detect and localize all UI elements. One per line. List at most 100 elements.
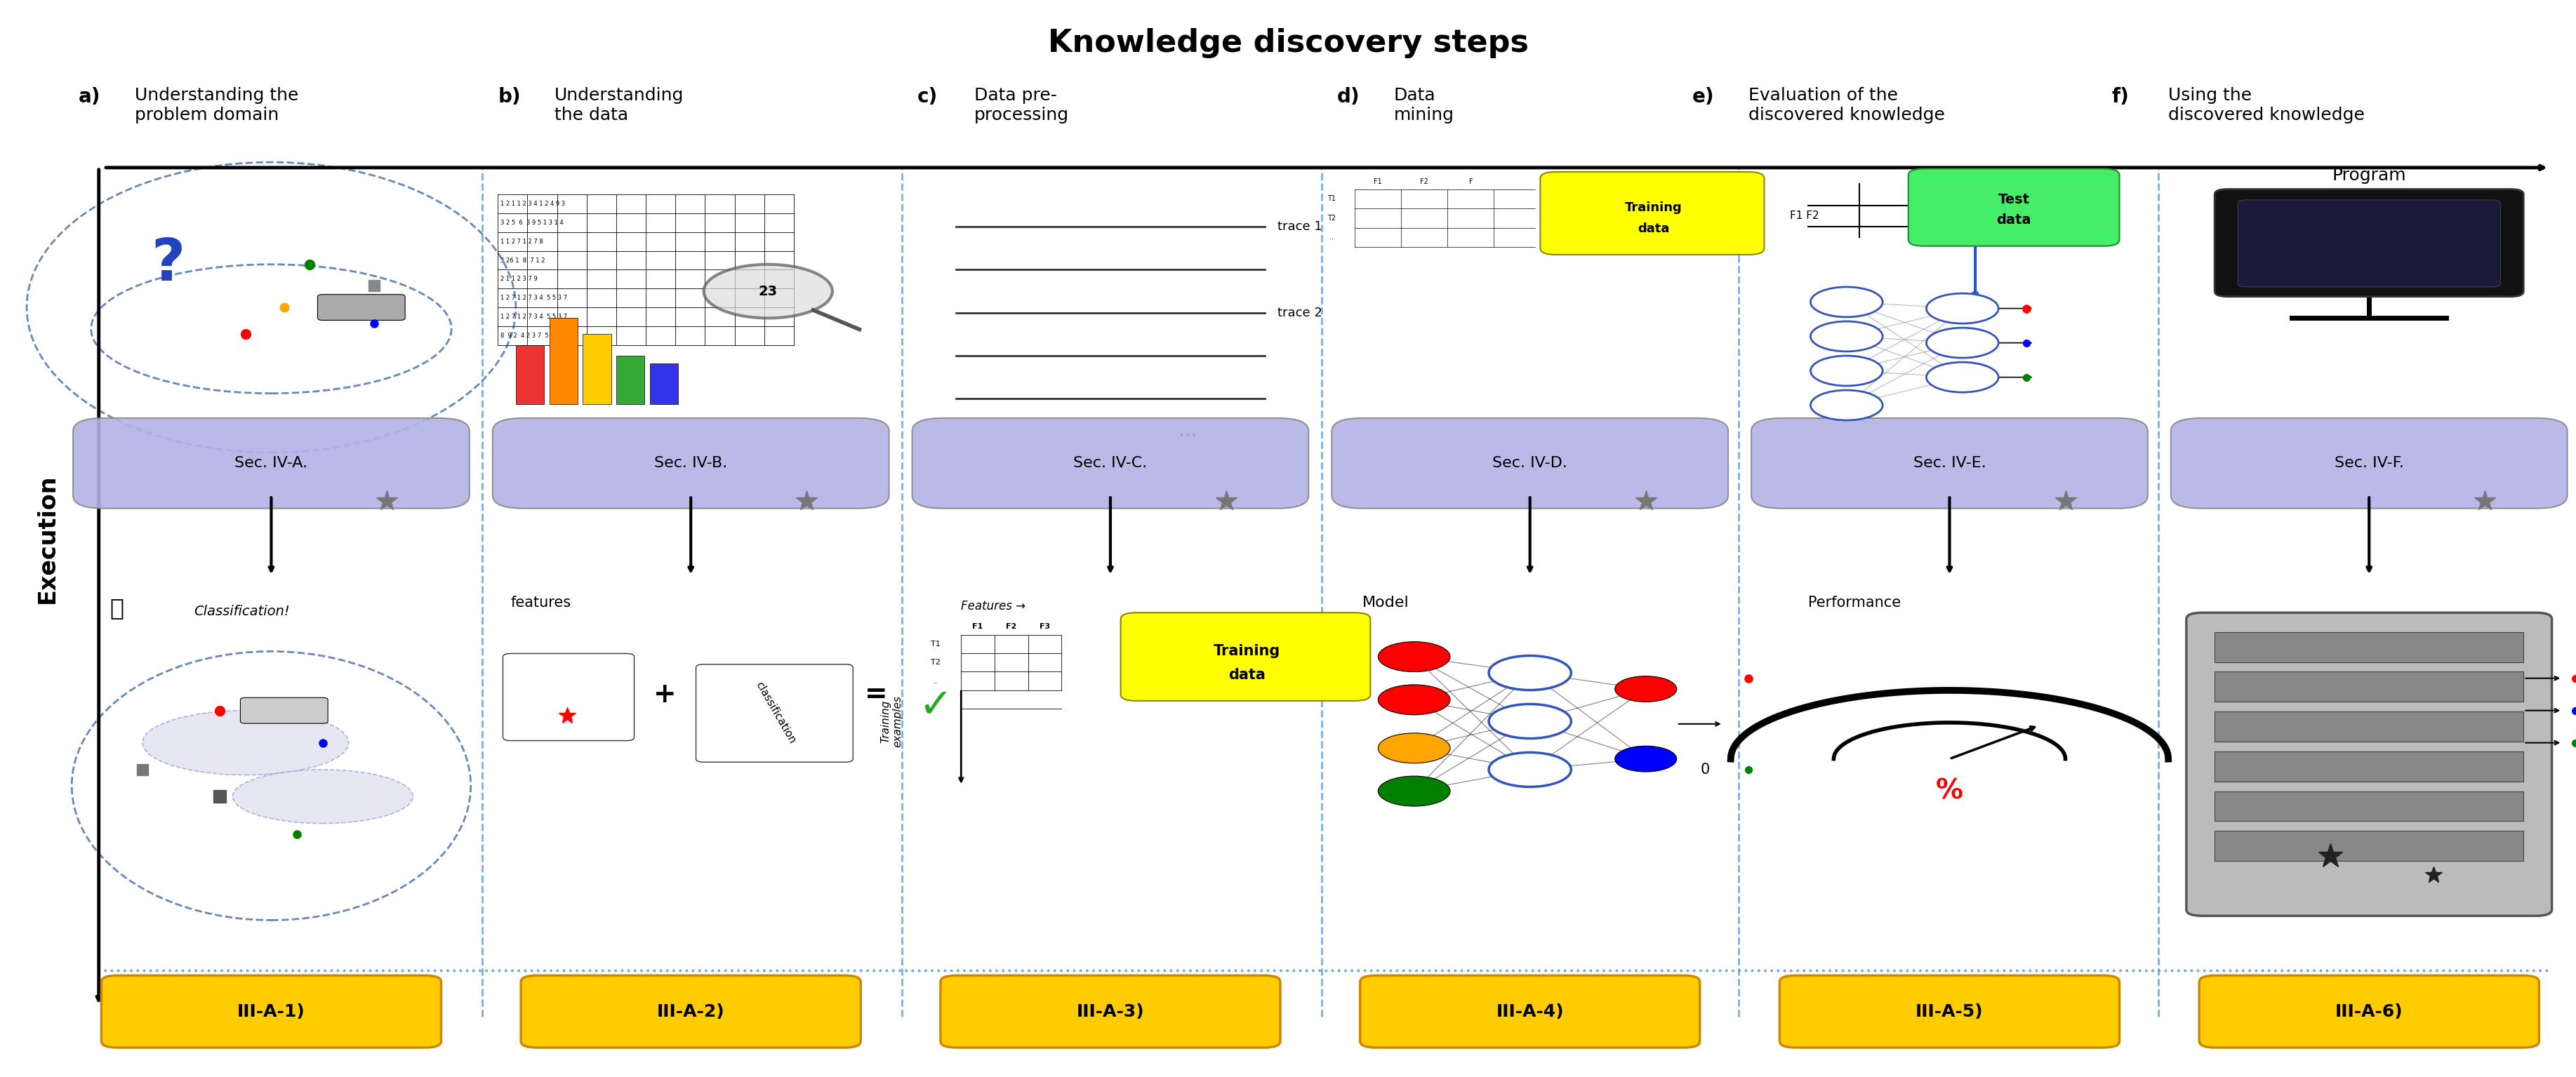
Text: Knowledge discovery steps: Knowledge discovery steps xyxy=(1048,28,1528,58)
Bar xyxy=(582,334,611,404)
Circle shape xyxy=(1927,362,1999,392)
Text: Classification!: Classification! xyxy=(193,605,291,618)
FancyBboxPatch shape xyxy=(1780,976,2120,1048)
Text: Sec. IV-F.: Sec. IV-F. xyxy=(2334,457,2403,471)
Text: a): a) xyxy=(77,87,100,107)
Circle shape xyxy=(1378,777,1450,807)
Text: ..: .. xyxy=(1329,234,1334,241)
Text: +: + xyxy=(654,681,677,708)
FancyBboxPatch shape xyxy=(940,976,1280,1048)
Text: ?: ? xyxy=(152,236,185,293)
Bar xyxy=(2215,792,2524,822)
FancyBboxPatch shape xyxy=(2239,200,2501,286)
Text: 3 2 5  6  3 9 5 1 3 1 4: 3 2 5 6 3 9 5 1 3 1 4 xyxy=(500,220,564,226)
FancyBboxPatch shape xyxy=(2172,418,2568,508)
Circle shape xyxy=(1615,676,1677,702)
Text: 1 2 1 1 2 3 4 1 2 4 9 3: 1 2 1 1 2 3 4 1 2 4 9 3 xyxy=(500,200,564,207)
Text: Test: Test xyxy=(1999,193,2030,207)
Circle shape xyxy=(1378,685,1450,715)
Text: F1 F2: F1 F2 xyxy=(1790,211,1819,221)
Ellipse shape xyxy=(142,711,348,775)
Bar xyxy=(549,318,577,404)
Circle shape xyxy=(1927,327,1999,358)
Text: 8  9 2  4 2 3 7  5: 8 9 2 4 2 3 7 5 xyxy=(500,333,549,339)
Text: III-A-1): III-A-1) xyxy=(237,1003,304,1020)
FancyBboxPatch shape xyxy=(1909,169,2120,246)
Text: F: F xyxy=(1468,178,1473,185)
Text: F1: F1 xyxy=(1373,178,1383,185)
FancyBboxPatch shape xyxy=(1540,172,1765,254)
FancyBboxPatch shape xyxy=(492,418,889,508)
Bar xyxy=(2215,752,2524,782)
Text: Data
mining: Data mining xyxy=(1394,87,1453,124)
Text: 1 2 7 1 2 7 3 4  5 5 3 7: 1 2 7 1 2 7 3 4 5 5 3 7 xyxy=(500,295,567,302)
Text: Program: Program xyxy=(2331,167,2406,183)
FancyBboxPatch shape xyxy=(696,665,853,763)
Circle shape xyxy=(1489,656,1571,690)
FancyBboxPatch shape xyxy=(1752,418,2148,508)
FancyBboxPatch shape xyxy=(1121,613,1370,701)
FancyBboxPatch shape xyxy=(2187,613,2553,915)
Text: 💡: 💡 xyxy=(111,597,124,620)
Text: Sec. IV-C.: Sec. IV-C. xyxy=(1074,457,1146,471)
Circle shape xyxy=(1811,286,1883,317)
Text: Sec. IV-B.: Sec. IV-B. xyxy=(654,457,726,471)
Text: =: = xyxy=(866,681,889,708)
Bar xyxy=(2215,672,2524,702)
Text: features: features xyxy=(510,596,572,610)
Text: classification: classification xyxy=(755,680,799,745)
Text: 23: 23 xyxy=(757,284,778,298)
FancyBboxPatch shape xyxy=(520,976,860,1048)
Text: Model: Model xyxy=(1363,596,1409,610)
Text: T1: T1 xyxy=(930,641,940,648)
Text: III-A-4): III-A-4) xyxy=(1497,1003,1564,1020)
Text: Using the
discovered knowledge: Using the discovered knowledge xyxy=(2169,87,2365,124)
FancyBboxPatch shape xyxy=(502,654,634,741)
Text: 3 26 1  8  7 1 2: 3 26 1 8 7 1 2 xyxy=(500,257,546,264)
FancyBboxPatch shape xyxy=(2215,190,2524,296)
Bar xyxy=(515,345,544,404)
Text: F1: F1 xyxy=(974,624,984,630)
Text: Data pre-
processing: Data pre- processing xyxy=(974,87,1069,124)
Text: Understanding the
problem domain: Understanding the problem domain xyxy=(134,87,299,124)
Text: Sec. IV-A.: Sec. IV-A. xyxy=(234,457,307,471)
Text: 100: 100 xyxy=(2192,763,2221,777)
Circle shape xyxy=(1811,355,1883,386)
Circle shape xyxy=(1811,321,1883,351)
Text: data: data xyxy=(1996,213,2032,227)
FancyBboxPatch shape xyxy=(2200,976,2540,1048)
Circle shape xyxy=(1489,753,1571,787)
Text: Training
examples: Training examples xyxy=(881,696,904,747)
Text: F2: F2 xyxy=(1007,624,1018,630)
Text: data: data xyxy=(1229,668,1265,682)
Text: 0: 0 xyxy=(1700,763,1710,777)
Text: %: % xyxy=(1935,778,1963,805)
Text: ...: ... xyxy=(1177,421,1198,440)
Text: Training: Training xyxy=(1625,201,1682,213)
FancyBboxPatch shape xyxy=(317,294,404,320)
Text: trace 1: trace 1 xyxy=(1278,221,1321,233)
Text: Execution: Execution xyxy=(36,474,59,603)
Text: 2 1 1 2 3 7 9: 2 1 1 2 3 7 9 xyxy=(500,276,538,282)
Bar xyxy=(2215,831,2524,861)
Text: Evaluation of the
discovered knowledge: Evaluation of the discovered knowledge xyxy=(1749,87,1945,124)
Text: 1 1 2 7 1 2 7 8: 1 1 2 7 1 2 7 8 xyxy=(500,238,544,244)
Text: trace 2: trace 2 xyxy=(1278,307,1321,319)
Text: III-A-2): III-A-2) xyxy=(657,1003,724,1020)
Text: ✓: ✓ xyxy=(917,685,953,725)
Circle shape xyxy=(1378,642,1450,672)
Text: b): b) xyxy=(497,87,520,107)
Circle shape xyxy=(1811,390,1883,420)
Text: Sec. IV-E.: Sec. IV-E. xyxy=(1914,457,1986,471)
Text: e): e) xyxy=(1692,87,1713,107)
FancyBboxPatch shape xyxy=(240,698,327,724)
Circle shape xyxy=(1378,733,1450,764)
FancyBboxPatch shape xyxy=(912,418,1309,508)
Text: c): c) xyxy=(917,87,938,107)
FancyBboxPatch shape xyxy=(72,418,469,508)
FancyBboxPatch shape xyxy=(1360,976,1700,1048)
Text: III-A-5): III-A-5) xyxy=(1917,1003,1984,1020)
Text: F3: F3 xyxy=(1041,624,1051,630)
Text: Features →: Features → xyxy=(961,600,1025,613)
Text: Sec. IV-D.: Sec. IV-D. xyxy=(1492,457,1566,471)
